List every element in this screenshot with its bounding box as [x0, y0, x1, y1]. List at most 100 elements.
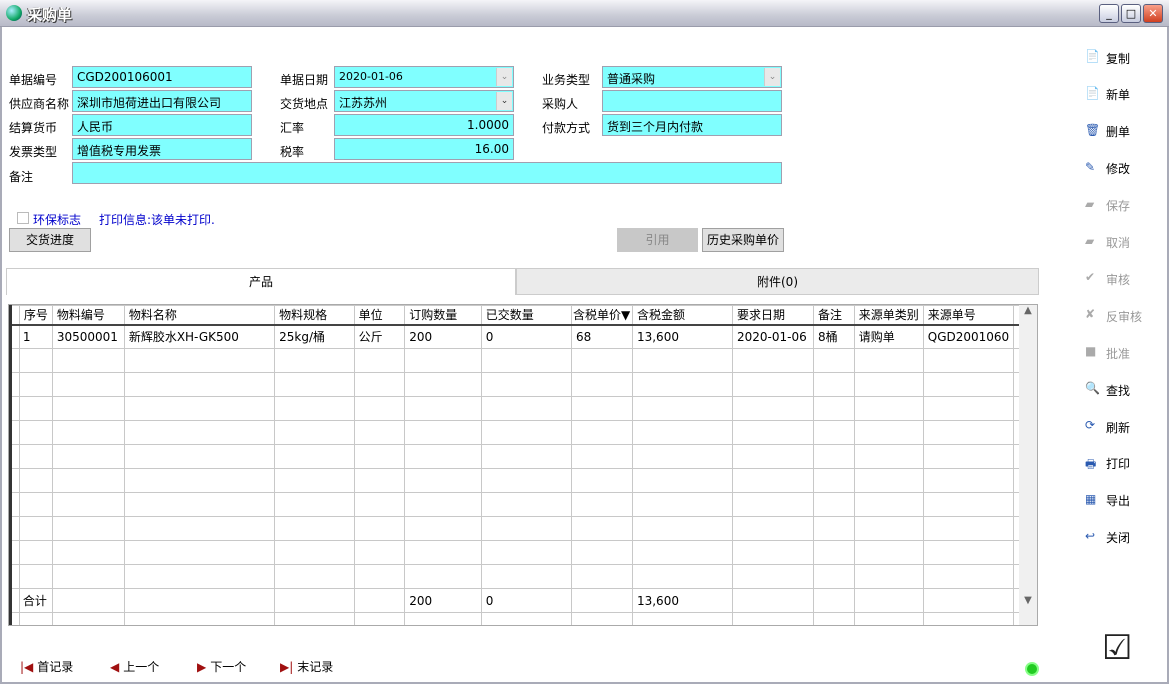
grid-cell[interactable] [571, 540, 633, 565]
grid-cell[interactable] [631, 372, 734, 397]
grid-cell[interactable] [853, 372, 924, 397]
grid-cell[interactable] [353, 492, 406, 517]
grid-cell[interactable]: 13,600 [631, 324, 734, 349]
buyer-field[interactable] [602, 90, 782, 112]
next-record-button[interactable]: ▶ 下一个 [197, 658, 246, 675]
grid-cell[interactable] [732, 348, 814, 373]
grid-cell[interactable] [812, 588, 855, 613]
rate-field[interactable]: 1.0000 [334, 114, 514, 136]
grid-cell[interactable] [571, 468, 633, 493]
column-header[interactable]: 来源单号 [922, 305, 1015, 326]
sidebar-button-2[interactable]: 🗑 删单 [1085, 121, 1130, 143]
grid-cell[interactable] [18, 468, 53, 493]
sidebar-button-6[interactable]: ✔ 审核 [1085, 268, 1130, 290]
grid-cell[interactable] [853, 420, 924, 445]
grid-cell[interactable] [922, 420, 1015, 445]
grid-cell[interactable] [922, 540, 1015, 565]
grid-cell[interactable] [123, 588, 276, 613]
grid-cell[interactable] [853, 564, 924, 589]
grid-cell[interactable] [631, 516, 734, 541]
grid-cell[interactable] [123, 516, 276, 541]
grid-cell[interactable] [853, 444, 924, 469]
scroll-up-icon[interactable]: ▲ [1024, 305, 1032, 316]
chevron-down-icon[interactable]: ⌄ [764, 68, 780, 86]
sidebar-button-10[interactable]: ⟳ 刷新 [1085, 416, 1130, 438]
currency-field[interactable]: 人民币 [72, 114, 252, 136]
grid-cell[interactable] [571, 588, 633, 613]
grid-cell[interactable] [812, 444, 855, 469]
grid-cell[interactable] [812, 396, 855, 421]
grid-cell[interactable] [353, 588, 406, 613]
tab-products[interactable]: 产品 [6, 268, 516, 295]
grid-cell[interactable] [922, 348, 1015, 373]
column-header[interactable]: 来源单类别 [853, 305, 924, 326]
grid-cell[interactable] [274, 516, 355, 541]
grid-cell[interactable] [123, 372, 276, 397]
grid-cell[interactable] [51, 516, 125, 541]
grid-cell[interactable] [480, 516, 573, 541]
grid-cell[interactable] [922, 372, 1015, 397]
grid-cell[interactable] [631, 540, 734, 565]
eco-flag-checkbox[interactable] [17, 212, 29, 224]
grid-cell[interactable] [18, 492, 53, 517]
prev-record-button[interactable]: ◀ 上一个 [110, 658, 159, 675]
grid-cell[interactable] [123, 420, 276, 445]
grid-cell[interactable] [51, 588, 125, 613]
grid-cell[interactable] [732, 588, 814, 613]
grid-cell[interactable]: 13,600 [631, 588, 734, 613]
grid-cell[interactable] [353, 468, 406, 493]
column-header[interactable]: 含税金额 [631, 305, 734, 326]
sidebar-button-9[interactable]: 🔍 查找 [1085, 379, 1130, 401]
grid-cell[interactable] [812, 516, 855, 541]
grid-cell[interactable] [922, 612, 1015, 625]
column-header[interactable]: 物料名称 [123, 305, 276, 326]
grid-cell[interactable] [404, 468, 482, 493]
grid-cell[interactable] [18, 372, 53, 397]
grid-cell[interactable]: 200 [404, 588, 482, 613]
grid-cell[interactable] [123, 564, 276, 589]
remark-field[interactable] [72, 162, 782, 184]
sidebar-button-1[interactable]: 📄 新单 [1085, 84, 1130, 106]
grid-cell[interactable] [353, 420, 406, 445]
grid-cell[interactable] [353, 348, 406, 373]
column-header[interactable]: 单位 [353, 305, 406, 326]
grid-cell[interactable] [631, 468, 734, 493]
grid-cell[interactable] [404, 540, 482, 565]
grid-cell[interactable] [353, 396, 406, 421]
grid-cell[interactable] [404, 612, 482, 625]
grid-cell[interactable]: 合计 [18, 588, 53, 613]
grid-cell[interactable] [274, 564, 355, 589]
grid-cell[interactable]: 0 [480, 588, 573, 613]
sidebar-button-7[interactable]: ✘ 反审核 [1085, 305, 1142, 327]
grid-cell[interactable] [404, 564, 482, 589]
grid-cell[interactable] [274, 420, 355, 445]
sidebar-button-0[interactable]: 📄 复制 [1085, 47, 1130, 69]
payment-field[interactable]: 货到三个月内付款 [602, 114, 782, 136]
tax-rate-field[interactable]: 16.00 [334, 138, 514, 160]
grid-cell[interactable] [353, 372, 406, 397]
grid-cell[interactable] [480, 492, 573, 517]
grid-cell[interactable] [51, 444, 125, 469]
grid-cell[interactable] [853, 588, 924, 613]
grid-cell[interactable] [732, 420, 814, 445]
grid-cell[interactable] [353, 444, 406, 469]
grid-cell[interactable] [18, 420, 53, 445]
grid-cell[interactable] [480, 348, 573, 373]
grid-cell[interactable] [631, 492, 734, 517]
grid-cell[interactable] [274, 348, 355, 373]
grid-cell[interactable] [274, 396, 355, 421]
grid-cell[interactable] [571, 420, 633, 445]
grid-cell[interactable] [18, 516, 53, 541]
grid-cell[interactable] [812, 468, 855, 493]
grid-cell[interactable]: 0 [480, 324, 573, 349]
column-header[interactable]: 要求日期 [732, 305, 814, 326]
grid-cell[interactable] [123, 468, 276, 493]
close-button[interactable]: ✕ [1143, 4, 1163, 23]
supplier-field[interactable]: 深圳市旭荷进出口有限公司 [72, 90, 252, 112]
column-header[interactable]: 物料编号 [51, 305, 125, 326]
grid-cell[interactable] [853, 492, 924, 517]
grid-cell[interactable] [812, 348, 855, 373]
column-header[interactable]: 序号 [18, 305, 53, 326]
grid-cell[interactable] [812, 612, 855, 625]
grid-cell[interactable]: 1 [18, 324, 53, 349]
